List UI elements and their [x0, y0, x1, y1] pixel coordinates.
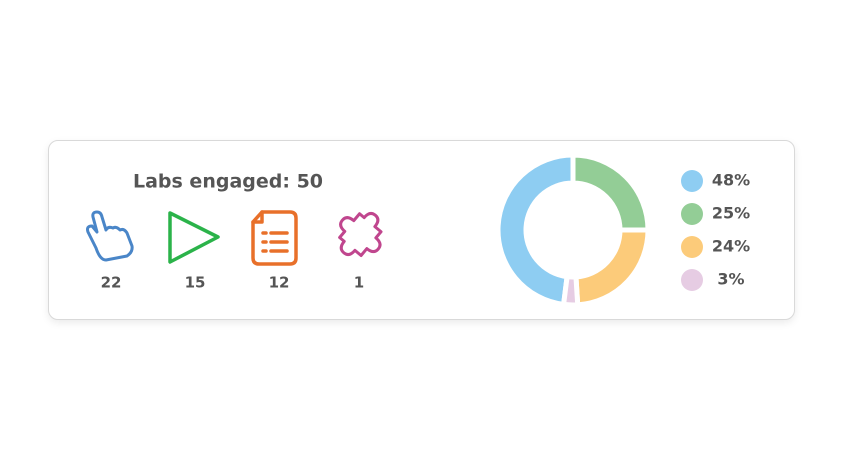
- summary-title: Labs engaged: 50: [133, 171, 323, 193]
- count-label: 15: [185, 274, 206, 292]
- legend-label: 25%: [712, 204, 750, 223]
- legend-label: 48%: [712, 171, 750, 190]
- legend-swatch: [681, 203, 703, 225]
- legend-swatch: [681, 236, 703, 258]
- legend-label: 24%: [712, 237, 750, 256]
- legend-swatch: [681, 170, 703, 192]
- puzzle-icon: [338, 211, 383, 257]
- count-label: 22: [101, 274, 122, 292]
- donut-segment: [573, 227, 651, 308]
- donut-segment: [560, 273, 581, 308]
- legend-label: 3%: [717, 270, 744, 289]
- count-label: 12: [269, 274, 290, 292]
- play-icon: [168, 211, 220, 264]
- document-icon: [251, 210, 298, 266]
- touch-icon: [86, 210, 134, 262]
- count-label: 1: [354, 274, 364, 292]
- donut-segment: [495, 152, 576, 308]
- stats-card: [48, 140, 795, 320]
- donut-segment: [570, 152, 651, 233]
- legend-swatch: [681, 269, 703, 291]
